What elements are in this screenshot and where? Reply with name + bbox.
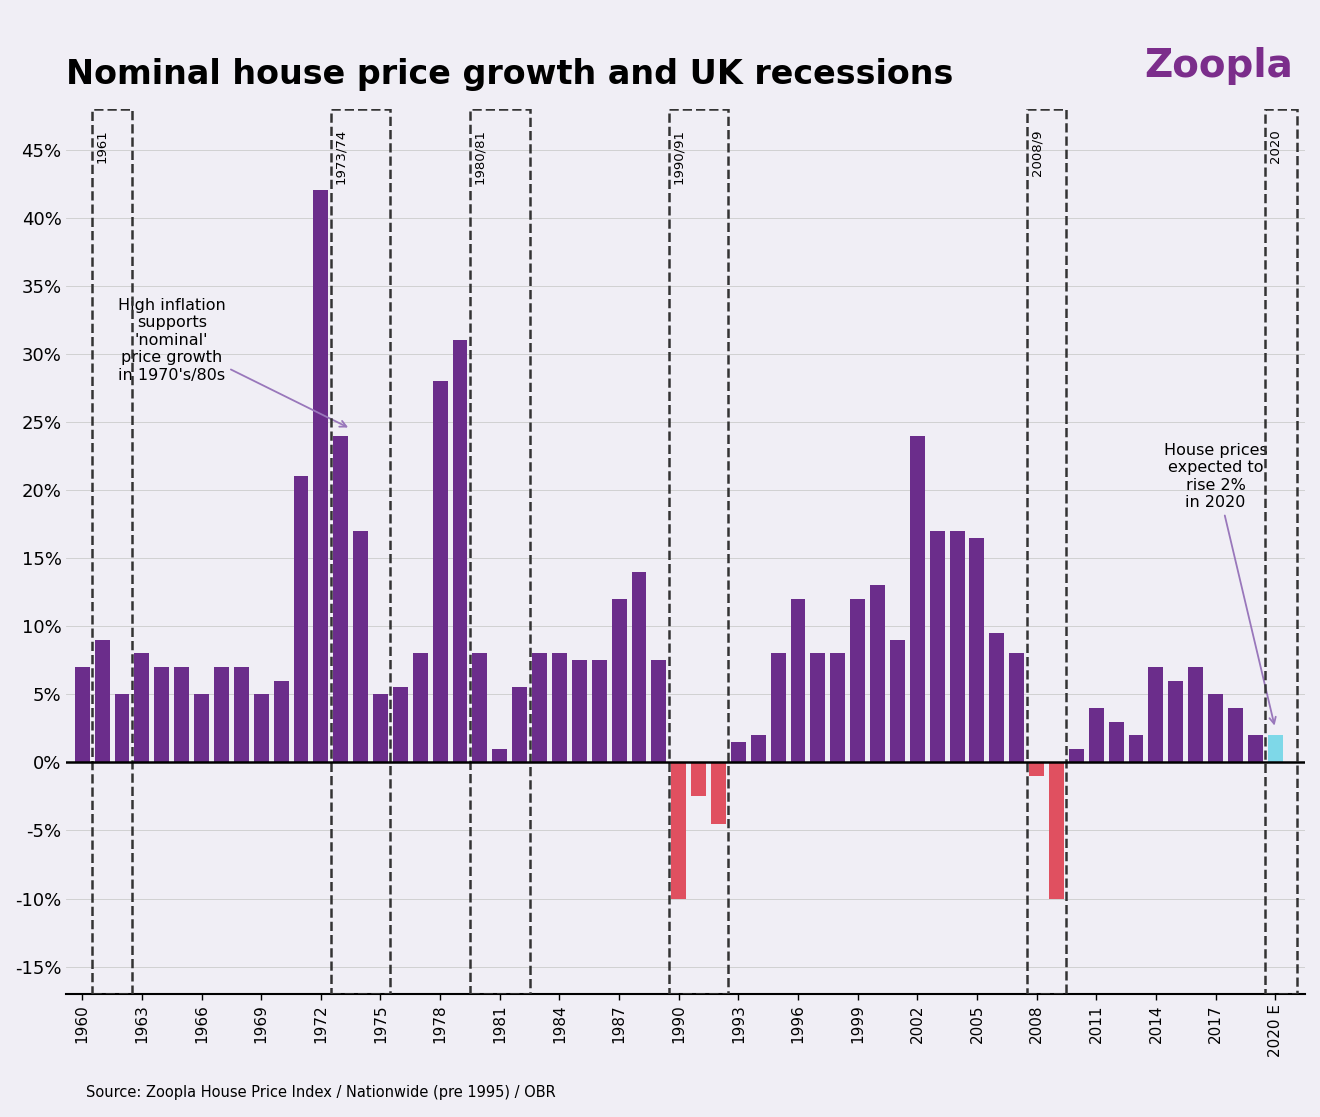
Bar: [850, 599, 865, 763]
Text: Nominal house price growth and UK recessions: Nominal house price growth and UK recess…: [66, 58, 954, 90]
Bar: [331, 108, 391, 994]
Bar: [75, 667, 90, 763]
Bar: [135, 653, 149, 763]
Bar: [1266, 108, 1298, 994]
Bar: [433, 381, 447, 763]
Bar: [669, 108, 729, 994]
Bar: [194, 695, 209, 763]
Bar: [273, 680, 289, 763]
Bar: [771, 653, 785, 763]
Bar: [115, 695, 129, 763]
Bar: [651, 660, 667, 763]
Bar: [990, 633, 1005, 763]
Bar: [929, 531, 945, 763]
Bar: [949, 531, 965, 763]
Text: House prices
expected to
rise 2%
in 2020: House prices expected to rise 2% in 2020: [1164, 442, 1275, 724]
Bar: [672, 763, 686, 898]
Bar: [293, 477, 309, 763]
Bar: [572, 660, 587, 763]
Bar: [731, 742, 746, 763]
Bar: [830, 653, 845, 763]
Bar: [1030, 763, 1044, 776]
Text: 1990/91: 1990/91: [672, 130, 685, 184]
Bar: [1247, 735, 1263, 763]
Bar: [453, 341, 467, 763]
Bar: [1049, 763, 1064, 898]
Bar: [253, 695, 269, 763]
Bar: [810, 653, 825, 763]
Bar: [313, 190, 329, 763]
Bar: [174, 667, 189, 763]
Bar: [1109, 722, 1123, 763]
Bar: [1069, 748, 1084, 763]
Bar: [751, 735, 766, 763]
Bar: [890, 640, 906, 763]
Text: 2020: 2020: [1269, 130, 1282, 163]
Bar: [611, 599, 627, 763]
Bar: [374, 695, 388, 763]
Bar: [95, 640, 110, 763]
Bar: [591, 660, 607, 763]
Bar: [234, 667, 248, 763]
Bar: [512, 687, 527, 763]
Bar: [354, 531, 368, 763]
Bar: [1010, 653, 1024, 763]
Bar: [692, 763, 706, 796]
Bar: [154, 667, 169, 763]
Text: High inflation
supports
'nominal'
price growth
in 1970's/80s: High inflation supports 'nominal' price …: [117, 298, 346, 427]
Bar: [393, 687, 408, 763]
Text: 1980/81: 1980/81: [474, 130, 487, 184]
Text: Source: Zoopla House Price Index / Nationwide (pre 1995) / OBR: Source: Zoopla House Price Index / Natio…: [86, 1086, 556, 1100]
Bar: [631, 572, 647, 763]
Bar: [711, 763, 726, 823]
Bar: [909, 436, 925, 763]
Text: 1973/74: 1973/74: [334, 130, 347, 184]
Bar: [470, 108, 529, 994]
Text: 2008/9: 2008/9: [1030, 130, 1043, 175]
Bar: [473, 653, 487, 763]
Bar: [1208, 695, 1224, 763]
Bar: [1168, 680, 1183, 763]
Bar: [1228, 708, 1243, 763]
Bar: [492, 748, 507, 763]
Bar: [1089, 708, 1104, 763]
Bar: [1027, 108, 1067, 994]
Bar: [870, 585, 884, 763]
Text: 1961: 1961: [96, 130, 108, 163]
Bar: [552, 653, 566, 763]
Bar: [92, 108, 132, 994]
Bar: [1267, 735, 1283, 763]
Bar: [791, 599, 805, 763]
Bar: [1148, 667, 1163, 763]
Text: Zoopla: Zoopla: [1144, 47, 1292, 85]
Bar: [214, 667, 228, 763]
Bar: [333, 436, 348, 763]
Bar: [1129, 735, 1143, 763]
Bar: [1188, 667, 1203, 763]
Bar: [413, 653, 428, 763]
Bar: [969, 537, 985, 763]
Bar: [532, 653, 546, 763]
